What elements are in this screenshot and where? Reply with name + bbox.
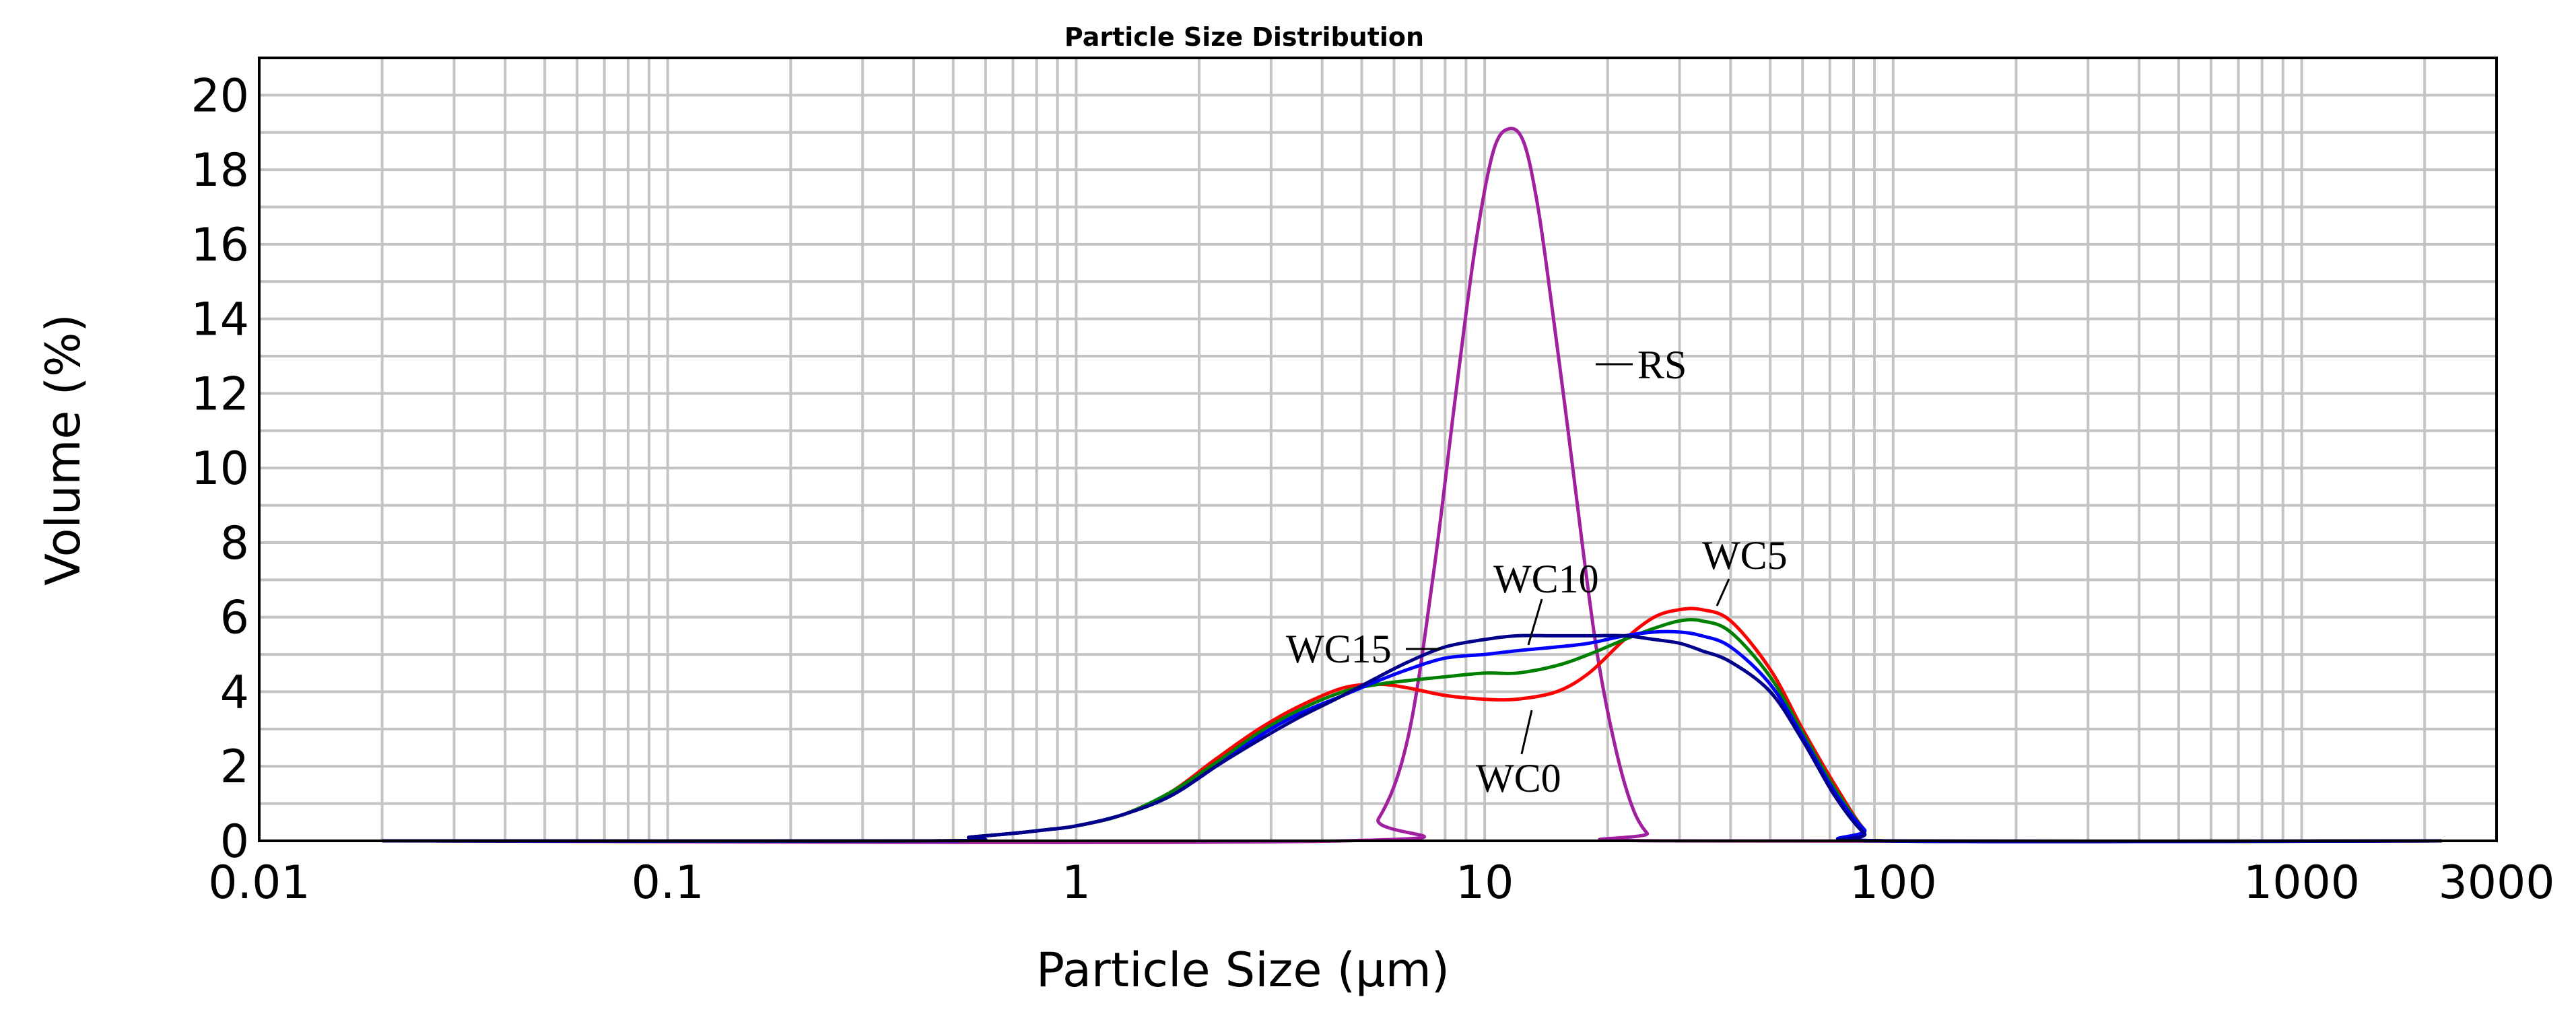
series-group bbox=[382, 127, 2442, 844]
y-tick-label: 18 bbox=[191, 144, 249, 197]
wc5-label: WC5 bbox=[1702, 533, 1788, 578]
y-tick-label: 2 bbox=[220, 741, 249, 794]
y-tick-label: 12 bbox=[191, 368, 249, 421]
y-axis-label: Volume (%) bbox=[36, 314, 91, 586]
y-tick-label: 16 bbox=[191, 219, 249, 272]
chart-title: Particle Size Distribution bbox=[1064, 22, 1424, 52]
series-line-wc15 bbox=[382, 633, 2442, 844]
wc0-label: WC0 bbox=[1476, 756, 1561, 800]
series-line-rs bbox=[382, 127, 2442, 844]
x-tick-label: 100 bbox=[1850, 856, 1937, 910]
wc15-label: WC15 bbox=[1286, 627, 1392, 671]
wc10-label: WC10 bbox=[1493, 557, 1599, 601]
plot-frame bbox=[258, 57, 2498, 842]
y-tick-labels: 0 2 4 6 8 10 12 14 16 18 20 bbox=[191, 69, 249, 868]
grid-lines bbox=[258, 57, 2498, 841]
y-tick-label: 6 bbox=[220, 592, 249, 645]
rs-label: RS bbox=[1637, 343, 1687, 387]
x-tick-label: 10 bbox=[1456, 856, 1514, 910]
x-tick-label: 1000 bbox=[2243, 856, 2360, 910]
x-tick-label: 0.1 bbox=[632, 856, 704, 910]
y-tick-label: 8 bbox=[220, 517, 249, 570]
wc10-leader bbox=[1527, 598, 1543, 646]
wc5-leader bbox=[1716, 578, 1730, 607]
y-tick-label: 0 bbox=[220, 815, 249, 868]
y-tick-label: 10 bbox=[191, 442, 249, 495]
x-tick-labels: 0.01 0.1 1 10 100 1000 3000 bbox=[208, 856, 2554, 910]
x-axis-label: Particle Size (µm) bbox=[1036, 943, 1450, 998]
x-tick-label: 0.01 bbox=[208, 856, 310, 910]
y-tick-label: 14 bbox=[191, 294, 249, 347]
y-tick-label: 20 bbox=[191, 69, 249, 123]
y-tick-label: 4 bbox=[220, 666, 249, 719]
wc0-leader bbox=[1520, 710, 1533, 755]
series-annotations: RS WC5 WC10 WC15 WC0 bbox=[1286, 343, 1788, 800]
x-tick-label: 3000 bbox=[2438, 856, 2554, 910]
x-tick-label: 1 bbox=[1062, 856, 1091, 910]
